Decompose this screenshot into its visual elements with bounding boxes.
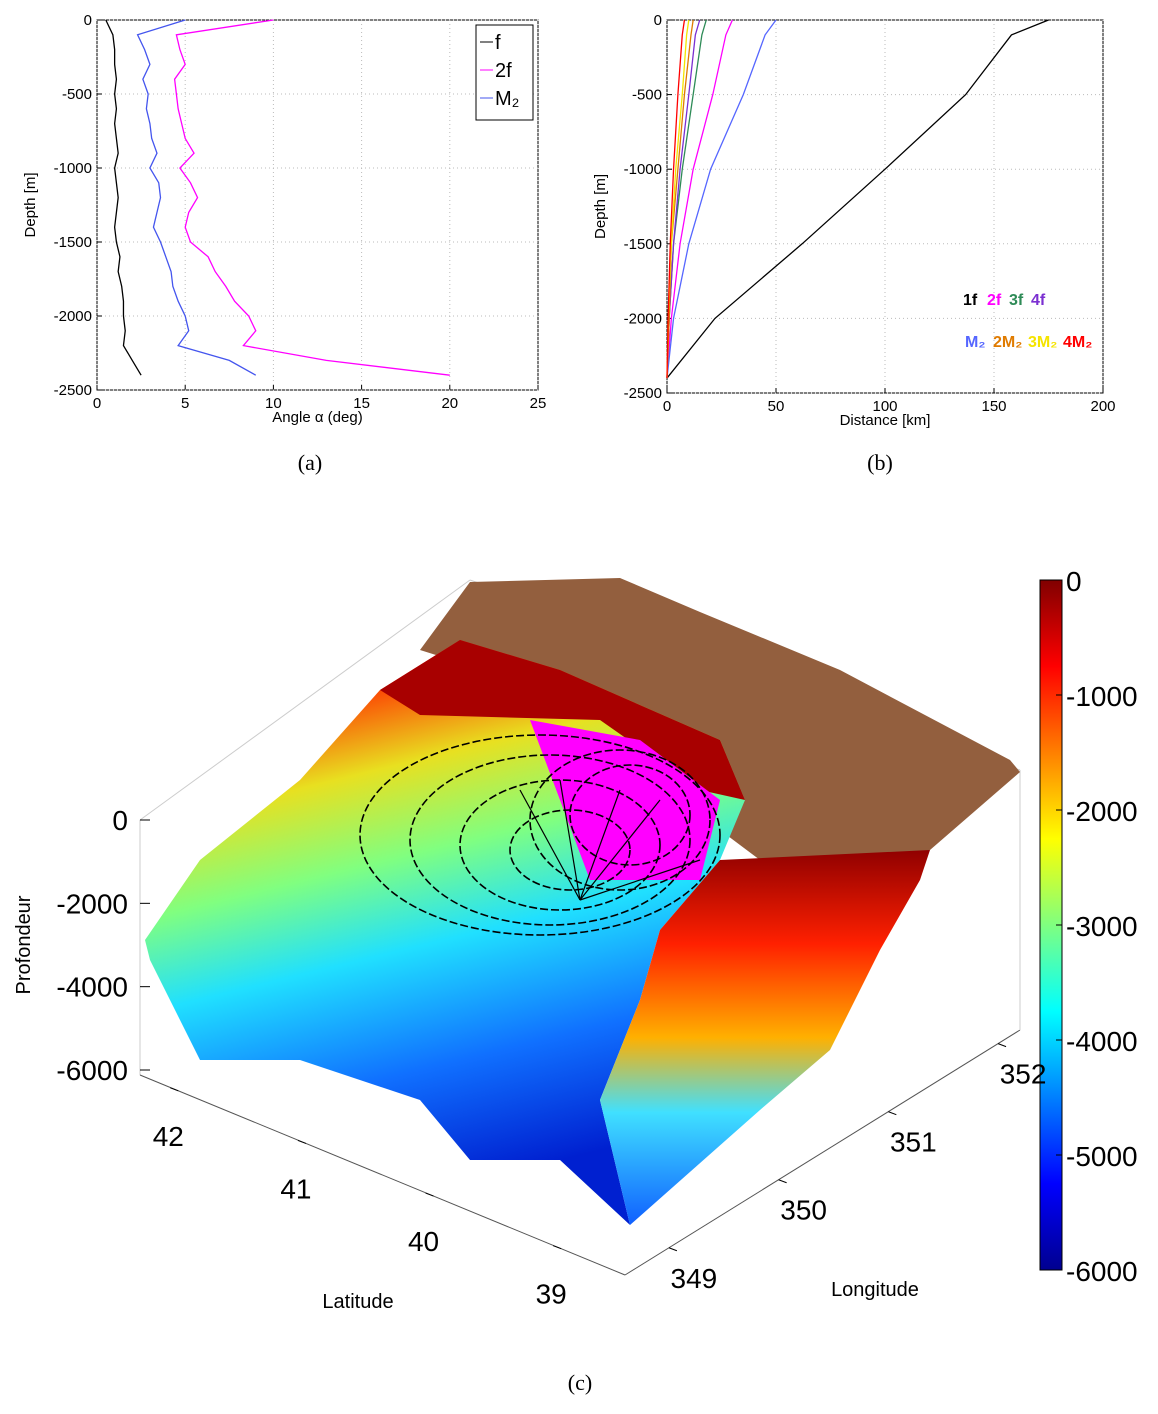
legend-box [475,24,534,121]
series-line [666,19,694,379]
y-tick-label: -500 [62,86,92,103]
z-axis-label: Profondeur [13,895,35,994]
x-tick-label: 39 [536,1279,567,1310]
colorbar-tick-label: -3000 [1066,911,1138,942]
legend-label: 4M₂ [1063,334,1092,351]
y-tick-label: -2000 [624,310,662,327]
legend-label: 3M₂ [1028,334,1057,351]
legend-label: 2M₂ [993,334,1022,351]
x-tick-label: 100 [872,398,897,415]
x-tick-label: 0 [93,395,101,412]
y-tick-label: -500 [632,87,662,104]
series-line [136,19,257,376]
tick-mark [170,1087,179,1092]
colorbar-tick-label: -6000 [1066,1256,1138,1287]
x-tick-label: 10 [265,395,282,412]
caption: (b) [867,450,893,475]
caption: (c) [568,1370,592,1395]
x-tick-label: 5 [181,395,189,412]
legend-label: f [495,32,501,54]
x-axis-label: Angle α (deg) [272,409,362,426]
colorbar-tick-label: -1000 [1066,681,1138,712]
caption: (a) [298,450,322,475]
z-tick-label: 0 [112,805,128,836]
legend-label: 3f [1009,292,1024,309]
tick-mark [297,1139,307,1144]
x-axis-label: Distance [km] [840,412,931,429]
x-tick-label: 150 [981,398,1006,415]
z-tick-label: -6000 [56,1055,128,1086]
y-axis-label: Depth [m] [22,172,39,237]
y-tick-label: 0 [84,12,92,29]
plot-area [666,19,1104,394]
series-line [666,19,733,379]
y-tick-label: 349 [671,1263,718,1294]
x-axis-label: Latitude [322,1291,393,1313]
series-line [666,19,686,379]
x-tick-label: 15 [353,395,370,412]
legend-label: M₂ [965,334,985,351]
z-tick-label: -4000 [56,972,128,1003]
y-tick-label: -1000 [54,160,92,177]
series-line [173,19,450,376]
y-tick-label: -1500 [54,234,92,251]
tick-mark [553,1245,562,1250]
x-tick-label: 200 [1090,398,1115,415]
series-line [666,19,777,379]
y-tick-label: -1500 [624,236,662,253]
plot-area [96,19,539,391]
x-tick-label: 42 [153,1121,184,1152]
y-tick-label: 352 [1000,1059,1047,1090]
x-tick-label: 50 [768,398,785,415]
legend-label: M₂ [495,88,519,110]
y-tick-label: 350 [780,1195,827,1226]
legend-label: 4f [1031,292,1046,309]
tick-mark [778,1179,787,1184]
x-tick-label: 25 [530,395,547,412]
colorbar-tick-label: -5000 [1066,1141,1138,1172]
colorbar-tick-label: -4000 [1066,1026,1138,1057]
y-tick-label: -1000 [624,161,662,178]
y-axis-label: Depth [m] [592,174,609,239]
colorbar-tick-label: 0 [1066,566,1082,597]
tick-mark [888,1111,897,1116]
colorbar-tick-label: -2000 [1066,796,1138,827]
y-tick-label: 351 [890,1127,937,1158]
x-tick-label: 41 [280,1173,311,1204]
tick-mark [425,1192,434,1197]
y-axis-label: Longitude [831,1279,919,1301]
y-tick-label: -2000 [54,308,92,325]
tick-mark [997,1043,1007,1048]
x-tick-label: 0 [663,398,671,415]
y-tick-label: -2500 [624,385,662,402]
x-tick-label: 40 [408,1226,439,1257]
legend-label: 2f [495,60,512,82]
z-tick-label: -2000 [56,888,128,919]
legend-label: 1f [963,292,978,309]
tick-mark [668,1247,678,1252]
series-line [666,19,1049,379]
series-line [105,19,142,376]
surface [145,578,1020,1225]
y-tick-label: -2500 [54,382,92,399]
legend-label: 2f [987,292,1002,309]
x-tick-label: 20 [441,395,458,412]
y-tick-label: 0 [654,12,662,29]
